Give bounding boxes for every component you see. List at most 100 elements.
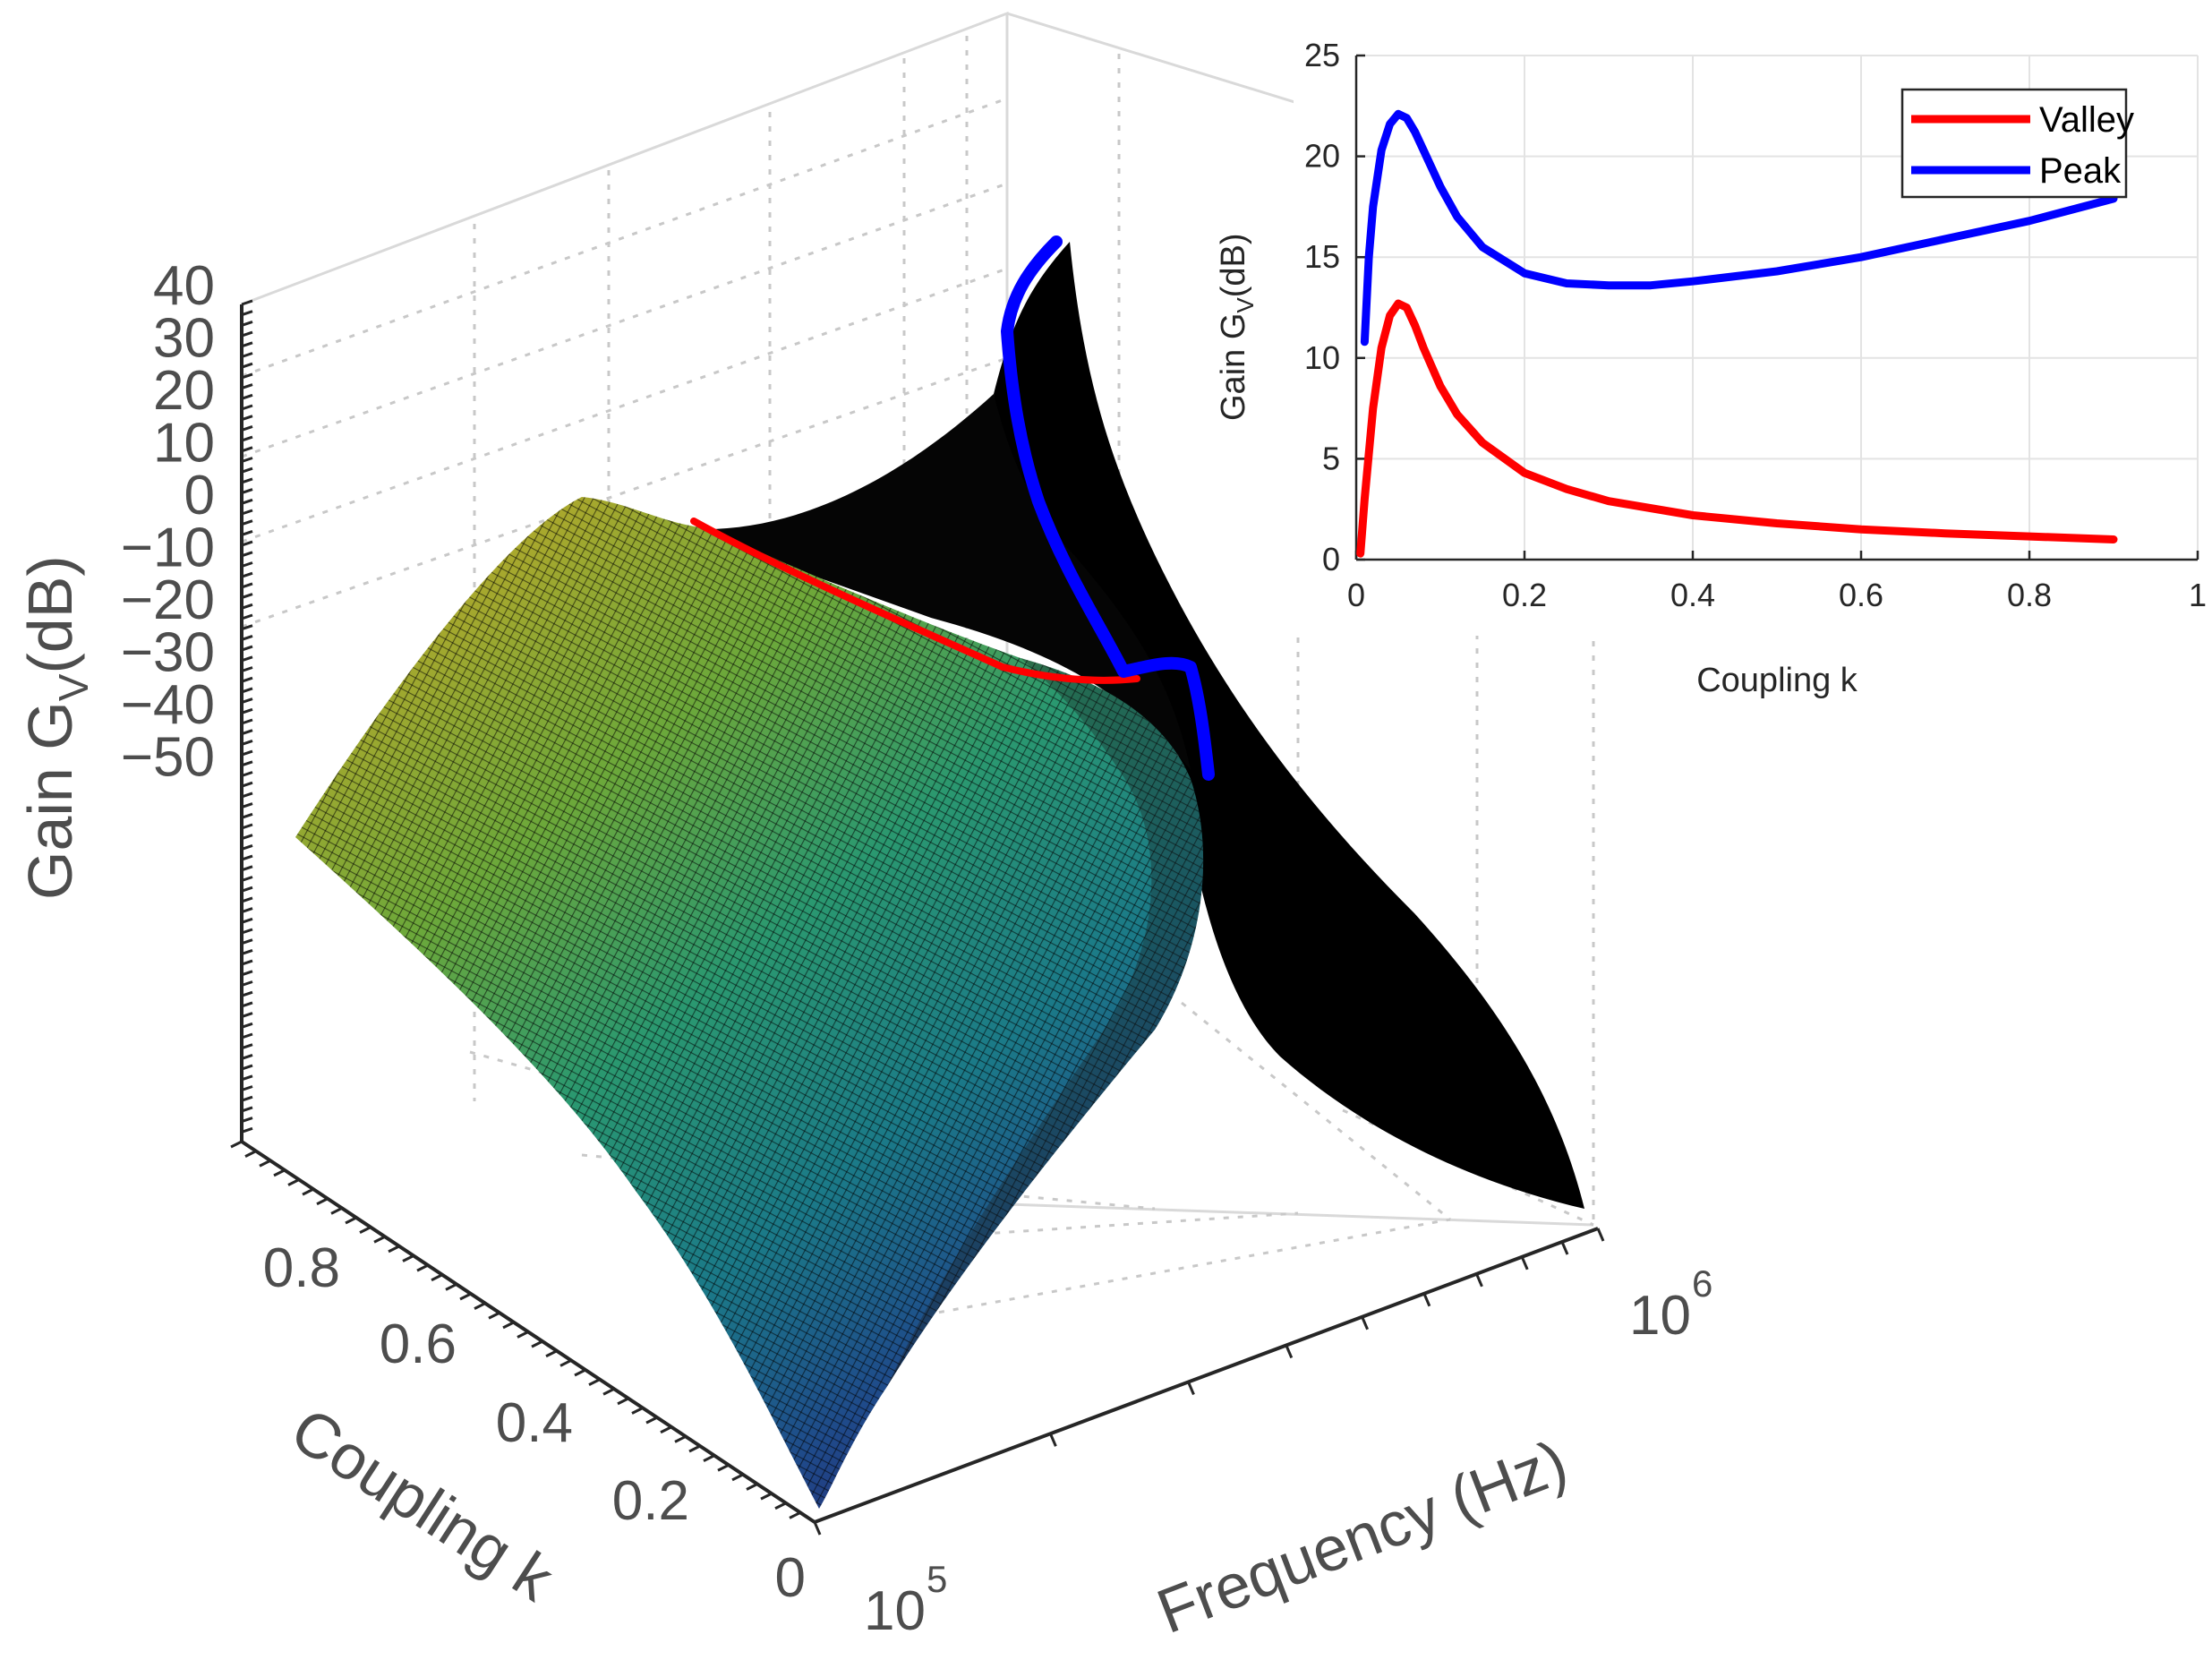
k-minor-tick — [703, 1454, 715, 1462]
k-minor-tick — [431, 1273, 443, 1282]
frequency-minor-tick — [1596, 1228, 1605, 1242]
inset-x-tick-label: 0.2 — [1502, 577, 1547, 613]
z-minor-tick — [241, 372, 253, 380]
k-minor-tick — [617, 1397, 629, 1406]
grid-line — [241, 356, 1008, 629]
z-minor-tick — [241, 613, 253, 620]
inset-series-peak — [1360, 109, 2118, 347]
k-tick-label: 0.2 — [612, 1470, 689, 1532]
k-tick-label: 0.6 — [380, 1313, 457, 1375]
surface-peak-line — [1001, 235, 1215, 781]
z-minor-tick — [241, 624, 253, 631]
k-minor-tick — [302, 1187, 314, 1196]
frequency-minor-tick — [1361, 1316, 1369, 1331]
inset-x-tick-label: 0.4 — [1670, 577, 1715, 613]
z-minor-tick — [241, 886, 253, 893]
k-minor-tick — [244, 1150, 257, 1158]
z-minor-tick — [241, 299, 253, 306]
z-minor-tick — [241, 571, 253, 578]
inset-series — [1356, 109, 2118, 558]
z-minor-tick — [241, 739, 253, 746]
k-minor-tick — [359, 1226, 372, 1234]
z-minor-tick — [241, 938, 253, 946]
inset-y-axis-label: Gain GV(dB) — [1215, 233, 1259, 421]
z-minor-tick — [241, 907, 253, 914]
z-minor-tick — [241, 603, 253, 610]
z-minor-tick — [241, 655, 253, 663]
z-minor-tick — [241, 1085, 253, 1091]
z-minor-tick — [241, 393, 253, 400]
frequency-axis-line — [814, 1227, 1599, 1524]
z-minor-tick — [241, 404, 253, 411]
z-minor-tick — [241, 990, 253, 997]
z-minor-tick — [241, 1053, 253, 1060]
k-minor-tick — [746, 1483, 758, 1491]
k-tick-label: 0.8 — [263, 1237, 340, 1299]
z-minor-tick — [241, 435, 253, 442]
k-minor-tick — [230, 1140, 243, 1149]
frequency-minor-tick — [1049, 1433, 1057, 1447]
z-minor-tick — [241, 509, 253, 516]
inset-x-tick-label: 1 — [2189, 577, 2207, 613]
z-minor-tick — [241, 1043, 253, 1050]
z-minor-tick — [241, 729, 253, 736]
inset-x-axis-label: Coupling k — [1696, 662, 1858, 699]
z-minor-tick — [241, 959, 253, 966]
frequency-minor-tick — [1475, 1273, 1483, 1288]
inset-y-tick-label: 20 — [1304, 138, 1340, 175]
z-minor-tick — [241, 970, 253, 977]
z-minor-tick — [241, 383, 253, 390]
k-minor-tick — [660, 1425, 672, 1434]
k-minor-tick — [717, 1463, 730, 1472]
k-minor-tick — [559, 1359, 572, 1367]
z-minor-tick — [241, 341, 253, 348]
frequency-minor-tick — [1560, 1241, 1569, 1255]
z-tick-label: 30 — [153, 308, 215, 370]
k-minor-tick — [474, 1302, 486, 1310]
z-minor-tick — [241, 781, 253, 788]
k-minor-tick — [789, 1511, 801, 1519]
surface-valley-line — [690, 518, 1140, 684]
svg-text:Gain GV(dB): Gain GV(dB) — [1215, 233, 1259, 421]
z-minor-tick — [241, 634, 253, 641]
z-minor-tick — [241, 488, 253, 495]
z-minor-tick — [241, 1022, 253, 1029]
k-minor-tick — [416, 1263, 429, 1272]
k-minor-tick — [545, 1349, 558, 1358]
z-tick-label: 0 — [184, 465, 215, 526]
inset-y-axis-label-main: Gain G — [1215, 313, 1252, 421]
k-minor-tick — [402, 1254, 414, 1262]
k-minor-tick — [373, 1235, 386, 1244]
z-minor-tick — [241, 666, 253, 672]
z-minor-tick — [241, 928, 253, 935]
k-minor-tick — [645, 1416, 658, 1425]
inset-x-tick-label: 0.6 — [1839, 577, 1883, 613]
z-minor-tick — [241, 1095, 253, 1102]
z-minor-tick — [241, 477, 253, 484]
z-minor-tick — [241, 593, 253, 600]
k-minor-tick — [330, 1207, 343, 1215]
frequency-tick-label-1e5: 10 5 — [864, 1558, 947, 1642]
k-minor-tick — [588, 1378, 601, 1386]
z-minor-tick — [241, 457, 253, 463]
z-minor-tick — [241, 1032, 253, 1040]
z-minor-tick — [241, 1064, 253, 1071]
inset-x-tick-label: 0 — [1347, 577, 1365, 613]
k-minor-tick — [488, 1311, 500, 1320]
k-minor-tick — [345, 1216, 357, 1225]
inset-y-tick-label: 15 — [1304, 238, 1340, 275]
inset-axes — [1354, 54, 2199, 561]
gain-surface — [295, 235, 1584, 1509]
grid-line — [1181, 1001, 1451, 1221]
k-tick-label: 0 — [775, 1547, 806, 1609]
z-minor-tick — [241, 812, 253, 819]
frequency-minor-tick — [1520, 1256, 1529, 1271]
z-tick-label: 20 — [153, 360, 215, 422]
z-axis-label-subscript: V — [50, 673, 97, 701]
frequency-minor-tick — [1285, 1344, 1294, 1359]
surface-edge-shade — [886, 658, 1204, 1388]
